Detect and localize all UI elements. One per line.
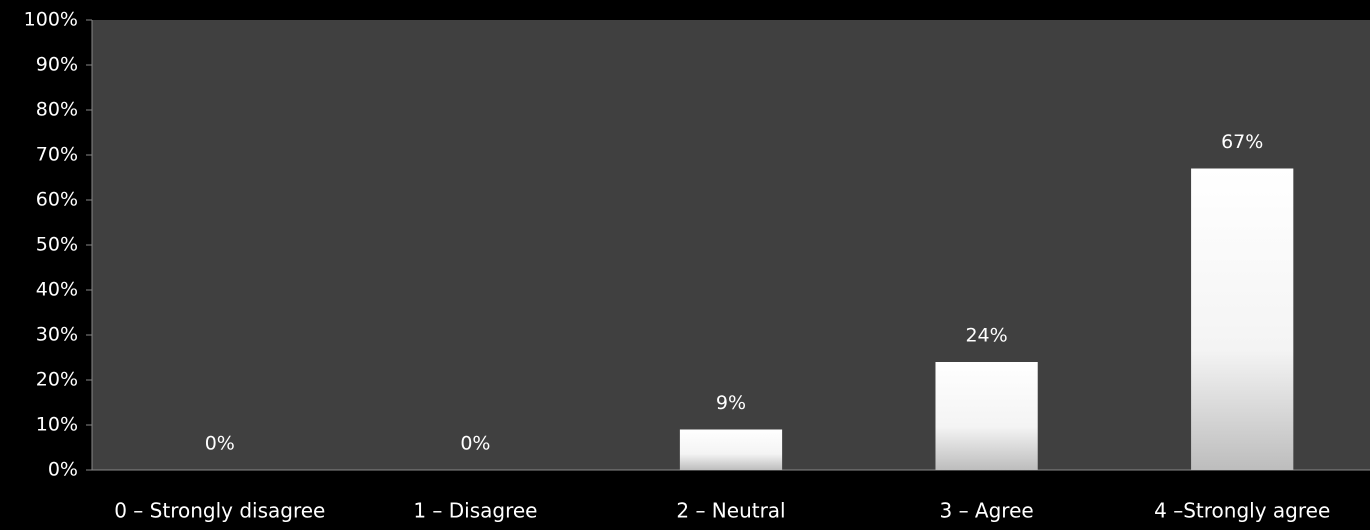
value-label: 9% xyxy=(716,392,746,414)
y-tick-label: 70% xyxy=(36,144,78,166)
y-tick-label: 10% xyxy=(36,414,78,436)
x-tick-label: 3 – Agree xyxy=(939,499,1033,523)
bar xyxy=(1191,168,1294,470)
x-tick-label: 2 – Neutral xyxy=(676,499,785,523)
y-tick-label: 100% xyxy=(24,9,78,31)
value-label: 0% xyxy=(460,433,490,455)
y-tick-label: 90% xyxy=(36,54,78,76)
value-label: 0% xyxy=(205,433,235,455)
y-tick-label: 60% xyxy=(36,189,78,211)
bar xyxy=(935,362,1038,470)
y-tick-label: 0% xyxy=(48,459,78,481)
x-tick-label: 0 – Strongly disagree xyxy=(114,499,325,523)
y-tick-label: 20% xyxy=(36,369,78,391)
bar xyxy=(679,429,783,470)
y-tick-label: 50% xyxy=(36,234,78,256)
value-label: 67% xyxy=(1221,131,1263,153)
plot-area xyxy=(92,20,1370,470)
y-tick-label: 30% xyxy=(36,324,78,346)
value-label: 24% xyxy=(965,325,1007,347)
y-tick-label: 40% xyxy=(36,279,78,301)
y-tick-label: 80% xyxy=(36,99,78,121)
x-tick-label: 4 –Strongly agree xyxy=(1154,499,1330,523)
x-tick-label: 1 – Disagree xyxy=(413,499,537,523)
